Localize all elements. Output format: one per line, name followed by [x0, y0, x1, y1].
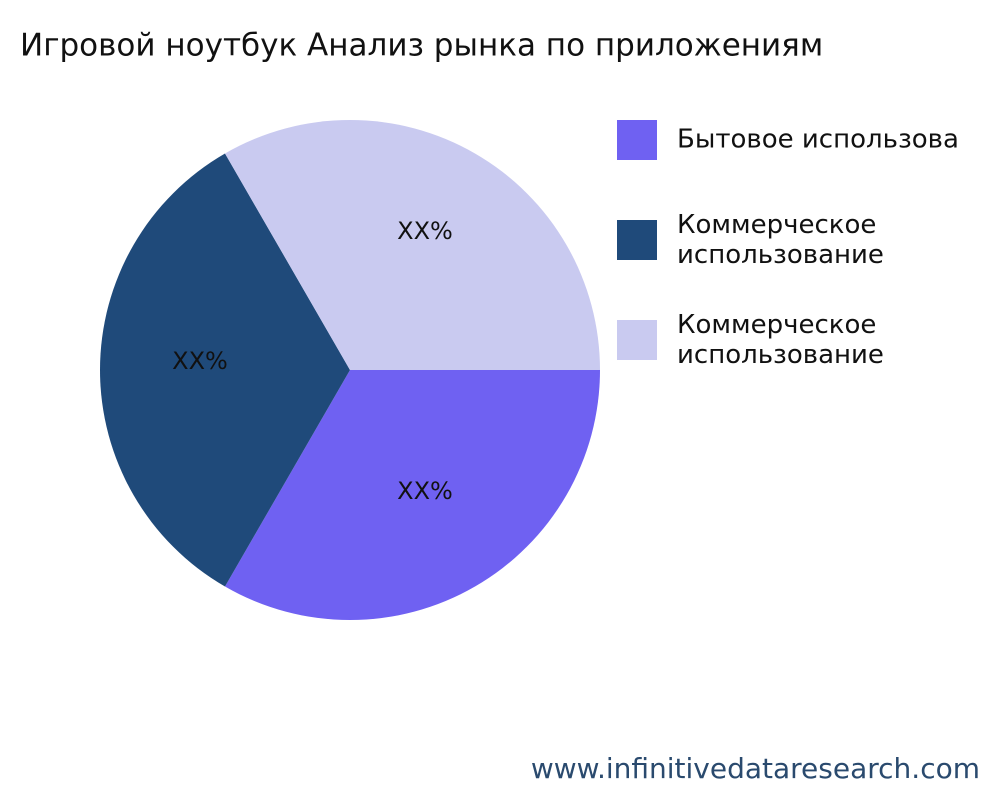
- chart-title: Игровой ноутбук Анализ рынка по приложен…: [20, 28, 823, 64]
- legend-swatch: [617, 120, 657, 160]
- data-label: XX%: [397, 217, 453, 245]
- pie-slice: [225, 119, 600, 370]
- legend-label: Коммерческое использование: [677, 210, 885, 270]
- legend-label: Бытовое использова: [677, 125, 959, 155]
- data-label: XX%: [397, 477, 453, 505]
- legend-swatch: [617, 320, 657, 360]
- data-label: XX%: [172, 347, 228, 375]
- footer: www.infinitivedataresearch.com: [531, 752, 980, 785]
- legend-label: Коммерческое использование: [677, 310, 885, 370]
- pie-slice: [225, 370, 600, 620]
- legend-swatch: [617, 220, 657, 260]
